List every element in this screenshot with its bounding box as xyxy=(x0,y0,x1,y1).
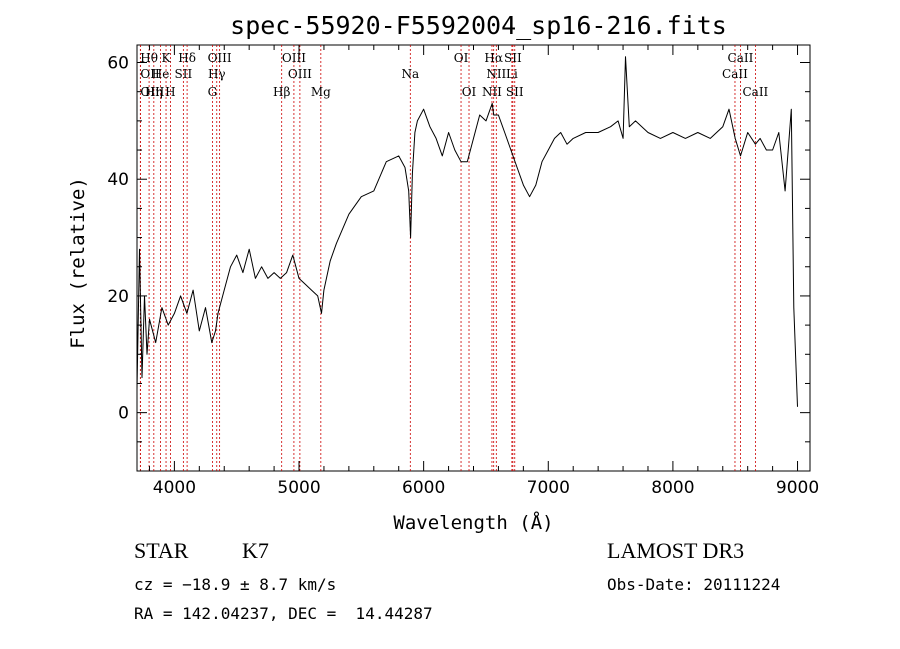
line-label-15: NII xyxy=(486,67,506,81)
line-label-16: Li xyxy=(506,67,518,81)
line-label-14: Na xyxy=(401,67,419,81)
observation-date: Obs-Date: 20111224 xyxy=(607,575,781,594)
line-label-5: OI xyxy=(454,51,469,65)
x-tick-label-4: 8000 xyxy=(651,478,694,498)
chart-title: spec-55920-F5592004_sp16-216.fits xyxy=(230,11,727,40)
line-label-1: K xyxy=(162,51,172,65)
object-class: STAR xyxy=(134,538,189,563)
line-label-17: CaII xyxy=(722,67,748,81)
x-tick-label-3: 7000 xyxy=(527,478,570,498)
line-label-21: G xyxy=(208,85,218,99)
line-label-12: Hγ xyxy=(208,67,226,81)
x-tick-label-5: 9000 xyxy=(776,478,819,498)
y-tick-label-3: 60 xyxy=(107,54,129,74)
y-tick-label-0: 0 xyxy=(118,404,129,424)
x-axis-label: Wavelength (Å) xyxy=(393,511,553,534)
x-tick-label-1: 5000 xyxy=(277,478,320,498)
line-label-18: OIII xyxy=(140,85,164,99)
line-label-6: Hα xyxy=(484,51,503,65)
line-label-9: OII xyxy=(140,67,160,81)
line-label-0: Hθ xyxy=(140,51,158,65)
x-tick-label-0: 4000 xyxy=(153,478,196,498)
line-label-26: SII xyxy=(506,85,524,99)
x-tick-label-2: 6000 xyxy=(402,478,445,498)
line-label-24: OI xyxy=(462,85,477,99)
line-label-22: Hβ xyxy=(273,85,290,99)
line-label-27: CaII xyxy=(742,85,768,99)
y-tick-label-1: 20 xyxy=(107,287,129,307)
object-subclass: K7 xyxy=(242,538,269,563)
series-line-spectrum xyxy=(136,56,798,407)
line-label-23: Mg xyxy=(311,85,331,99)
y-axis-label: Flux (relative) xyxy=(67,177,89,349)
line-label-4: OIII xyxy=(282,51,306,65)
axis-ticks: 4000 5000 6000 7000 8000 9000 0 20 40 60 xyxy=(107,45,819,498)
line-label-11: SII xyxy=(175,67,193,81)
line-label-13: OIII xyxy=(288,67,312,81)
spectral-line-markers xyxy=(139,45,756,471)
line-label-10: He xyxy=(152,67,170,81)
line-label-19: Hη xyxy=(145,85,163,99)
coordinates-text: RA = 142.04237, DEC = 14.44287 xyxy=(134,604,433,623)
line-label-25: NII xyxy=(482,85,502,99)
y-tick-label-2: 40 xyxy=(107,170,129,190)
redshift-text: cz = −18.9 ± 8.7 km/s xyxy=(134,575,337,594)
line-label-3: OIII xyxy=(208,51,232,65)
line-label-2: Hδ xyxy=(178,51,196,65)
survey-name: LAMOST DR3 xyxy=(607,538,745,563)
line-label-8: CaII xyxy=(728,51,754,65)
line-label-20: H xyxy=(165,85,175,99)
spectrum-series xyxy=(136,56,798,407)
line-label-7: SII xyxy=(504,51,522,65)
